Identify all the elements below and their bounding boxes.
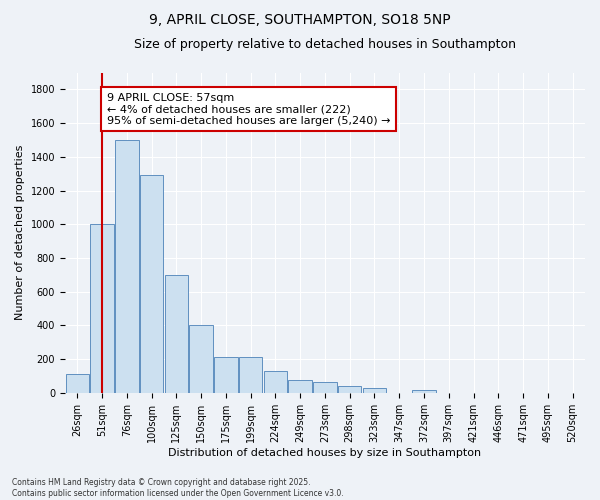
Bar: [363, 388, 386, 393]
Y-axis label: Number of detached properties: Number of detached properties: [15, 145, 25, 320]
Text: 9, APRIL CLOSE, SOUTHAMPTON, SO18 5NP: 9, APRIL CLOSE, SOUTHAMPTON, SO18 5NP: [149, 12, 451, 26]
Bar: [263, 371, 287, 393]
Bar: [239, 356, 262, 393]
Bar: [140, 176, 163, 393]
Bar: [190, 326, 213, 393]
Bar: [65, 374, 89, 393]
Bar: [289, 380, 312, 393]
X-axis label: Distribution of detached houses by size in Southampton: Distribution of detached houses by size …: [169, 448, 482, 458]
Text: Contains HM Land Registry data © Crown copyright and database right 2025.
Contai: Contains HM Land Registry data © Crown c…: [12, 478, 344, 498]
Bar: [115, 140, 139, 393]
Bar: [164, 275, 188, 393]
Bar: [90, 224, 114, 393]
Title: Size of property relative to detached houses in Southampton: Size of property relative to detached ho…: [134, 38, 516, 51]
Bar: [338, 386, 361, 393]
Text: 9 APRIL CLOSE: 57sqm
← 4% of detached houses are smaller (222)
95% of semi-detac: 9 APRIL CLOSE: 57sqm ← 4% of detached ho…: [107, 92, 391, 126]
Bar: [313, 382, 337, 393]
Bar: [412, 390, 436, 393]
Bar: [214, 356, 238, 393]
